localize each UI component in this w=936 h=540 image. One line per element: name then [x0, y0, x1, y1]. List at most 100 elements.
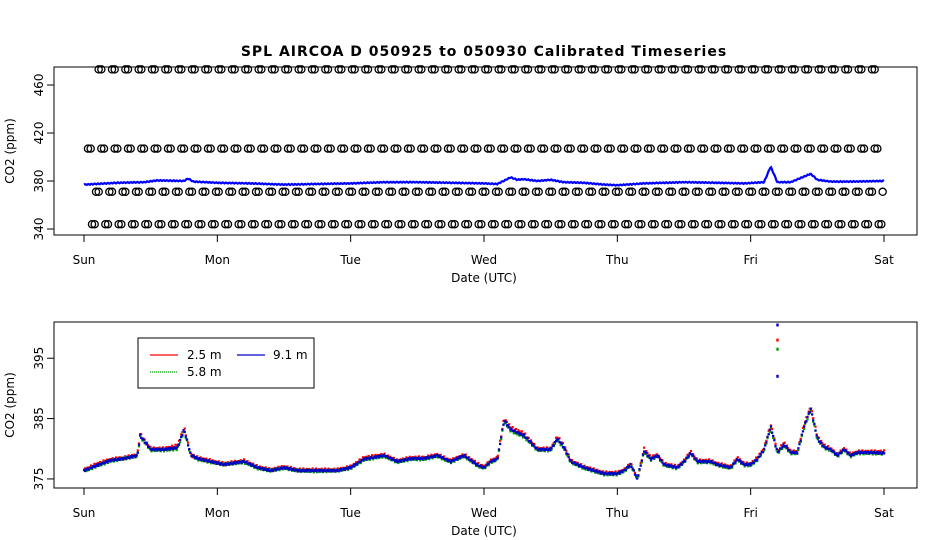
data-point — [593, 471, 597, 474]
calibration-point — [825, 187, 834, 197]
data-point — [574, 463, 577, 466]
data-point — [675, 468, 678, 471]
data-point — [172, 446, 175, 449]
data-point — [534, 446, 537, 450]
calibration-point — [137, 65, 146, 74]
data-point — [780, 447, 783, 450]
data-point — [190, 455, 193, 458]
data-point — [656, 456, 659, 459]
data-point — [385, 454, 389, 458]
data-point — [592, 467, 595, 470]
calibration-point — [97, 144, 106, 153]
data-point — [358, 461, 361, 464]
data-point — [384, 455, 387, 458]
calibration-point — [861, 219, 870, 229]
data-point — [214, 461, 217, 464]
data-point — [847, 451, 850, 454]
calibration-point — [670, 65, 679, 74]
calibration-point — [534, 187, 543, 197]
data-point — [759, 453, 762, 456]
data-point — [836, 454, 839, 457]
data-point — [785, 446, 789, 449]
data-point — [807, 412, 810, 415]
data-point — [806, 415, 809, 419]
data-point — [800, 435, 803, 438]
data-point — [623, 468, 626, 471]
data-point — [327, 467, 330, 470]
data-point — [343, 468, 346, 471]
data-point — [856, 452, 859, 455]
data-point — [528, 440, 531, 443]
data-point — [350, 466, 353, 469]
calibration-point — [383, 219, 393, 229]
data-point — [414, 455, 417, 458]
calibration-point — [723, 65, 733, 74]
data-point — [407, 457, 410, 460]
data-point — [521, 436, 525, 439]
data-point — [487, 464, 490, 467]
calibration-point — [650, 219, 659, 229]
data-point — [125, 457, 128, 460]
data-point — [584, 468, 587, 471]
data-point — [643, 446, 646, 449]
data-point — [544, 447, 547, 450]
calibration-point — [294, 187, 303, 197]
calibration-point — [750, 65, 759, 74]
data-point — [736, 456, 739, 459]
data-point — [108, 459, 111, 462]
x-tick-label: Sat — [874, 506, 894, 520]
calibration-point — [603, 65, 613, 74]
data-point — [763, 447, 766, 450]
calibration-point — [294, 65, 303, 74]
data-point — [237, 462, 240, 465]
data-point — [630, 465, 633, 469]
calibration-point — [754, 219, 763, 229]
calibration-point — [117, 219, 126, 229]
calibration-point — [761, 65, 770, 74]
calibration-point — [241, 65, 250, 74]
data-point — [436, 454, 439, 457]
data-point — [206, 460, 209, 463]
data-point — [717, 461, 720, 464]
data-point — [139, 435, 142, 438]
data-point — [532, 443, 535, 446]
data-point — [335, 468, 338, 471]
data-point — [477, 461, 480, 464]
data-point — [852, 451, 855, 454]
calibration-point — [833, 144, 842, 153]
data-point — [821, 442, 824, 445]
bottom-axis-ticks: Sun Mon Tue Wed Thu Fri Sat 375 385 395 — [32, 347, 894, 520]
calibration-point — [447, 219, 457, 229]
calibration-point — [187, 65, 197, 74]
data-point — [465, 458, 469, 461]
calibration-point — [794, 219, 803, 229]
data-point — [165, 448, 168, 452]
calibration-point — [123, 144, 133, 153]
calibration-point — [510, 144, 519, 153]
data-point — [427, 454, 430, 457]
data-point — [649, 458, 653, 461]
data-point — [124, 457, 127, 460]
data-point — [556, 438, 559, 441]
data-point — [494, 458, 497, 461]
data-point — [216, 461, 219, 464]
calibration-point — [617, 144, 626, 153]
calibration-point — [541, 219, 550, 229]
data-point — [845, 450, 848, 453]
data-point — [398, 459, 401, 462]
data-point — [431, 455, 434, 458]
calibration-point — [206, 144, 215, 153]
calibration-point — [179, 144, 189, 153]
data-point — [495, 458, 498, 461]
calibration-point — [273, 144, 282, 153]
calibration-point — [303, 219, 313, 229]
calibration-point — [727, 219, 737, 229]
data-point — [752, 460, 755, 463]
calibration-point — [465, 187, 474, 197]
data-point — [596, 471, 599, 474]
data-point — [336, 469, 339, 473]
data-point — [167, 447, 170, 450]
calibration-point — [446, 144, 455, 153]
data-point — [408, 455, 411, 458]
x-tick-label: Tue — [339, 506, 361, 520]
